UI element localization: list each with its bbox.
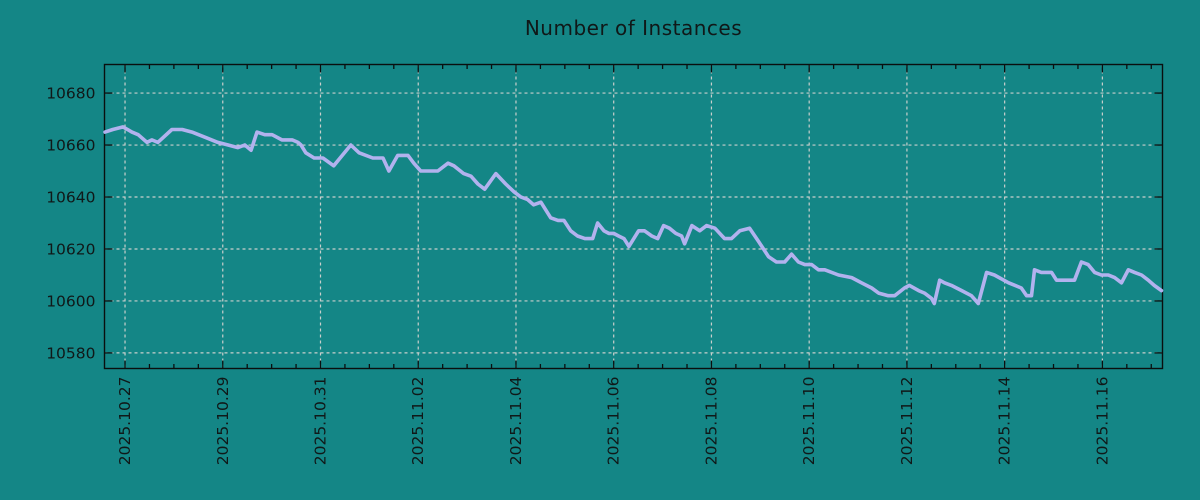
x-tick-label: 2025.11.12 (898, 377, 916, 466)
x-tick-label: 2025.11.14 (996, 377, 1014, 466)
x-tick-label: 2025.10.27 (116, 377, 134, 466)
x-tick-label: 2025.11.06 (605, 377, 623, 466)
y-tick-label: 10680 (46, 85, 95, 103)
x-tick-label: 2025.11.02 (409, 377, 427, 466)
x-tick-label: 2025.10.31 (311, 377, 329, 466)
chart-title: Number of Instances (524, 16, 743, 40)
y-tick-label: 10640 (46, 189, 95, 207)
series-line (103, 125, 1164, 306)
x-tick-label: 2025.11.04 (507, 377, 525, 466)
x-tick-label: 2025.11.16 (1093, 377, 1111, 466)
y-tick-label: 10580 (46, 344, 95, 362)
y-tick-label: 10600 (46, 292, 95, 310)
plot-frame (103, 63, 1164, 370)
y-tick-label: 10660 (46, 137, 95, 155)
x-tick-label: 2025.10.29 (214, 377, 232, 466)
y-tick-label: 10620 (46, 240, 95, 258)
x-tick-label: 2025.11.10 (800, 377, 818, 466)
x-tick-label: 2025.11.08 (702, 377, 720, 466)
